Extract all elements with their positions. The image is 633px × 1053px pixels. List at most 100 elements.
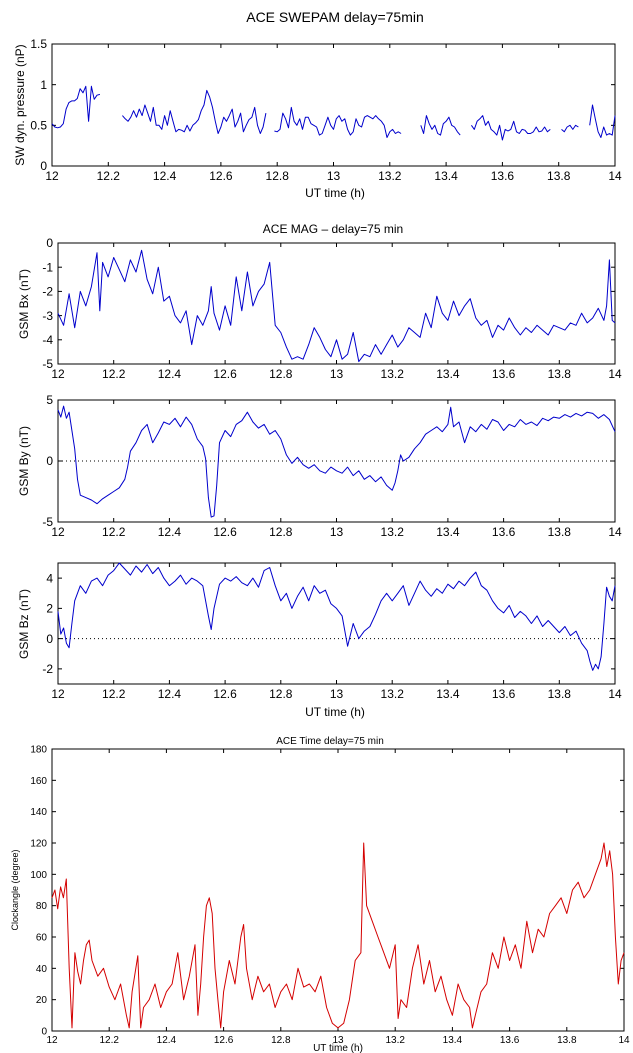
bx-x-tick-label: 12.2 (102, 367, 126, 381)
clock-title: ACE Time delay=75 min (276, 736, 384, 747)
clock-y-tick-label: 160 (30, 776, 47, 787)
by-y-tick-label: 0 (46, 454, 53, 468)
clock-x-tick-label: 13 (332, 1035, 344, 1046)
pressure-x-tick-label: 14 (608, 169, 622, 183)
clock-x-ticks: 12 12.2 12.4 12.6 12.8 13 13.2 13.4 13.6 13.8 14 (46, 749, 630, 1046)
pressure-series-line (274, 106, 402, 138)
by-x-tick-label: 12 (51, 525, 65, 539)
by-x-tick-label: 13.6 (492, 525, 516, 539)
bx-x-tick-label: 14 (608, 367, 622, 381)
clock-y-tick-label: 180 (30, 745, 47, 756)
clock-x-tick-label: 13.2 (385, 1035, 405, 1046)
bx-y-ticks: -5 -4 -3 -2 -1 0 (42, 236, 615, 371)
bx-plot-frame (57, 242, 616, 365)
pressure-y-axis-label: SW dyn. pressure (nP) (13, 44, 27, 165)
bx-x-tick-label: 13.6 (492, 367, 516, 381)
bz-x-tick-label: 13.2 (381, 687, 405, 701)
by-y-tick-label: -5 (42, 515, 53, 529)
pressure-x-tick-label: 12.2 (97, 169, 121, 183)
bx-x-tick-label: 12.8 (269, 367, 293, 381)
by-plot-frame (57, 399, 616, 523)
bz-y-tick-label: 0 (46, 632, 53, 646)
by-y-tick-label: 5 (46, 393, 53, 407)
clock-x-axis-label: UT time (h) (313, 1043, 363, 1053)
clock-y-tick-label: 120 (30, 839, 47, 850)
bz-x-tick-label: 12.4 (158, 687, 182, 701)
clock-plot-frame (51, 748, 625, 1032)
bz-y-tick-label: -2 (42, 662, 53, 676)
bz-series-line (57, 562, 616, 671)
clock-x-tick-label: 12 (46, 1035, 58, 1046)
bz-x-tick-label: 12.8 (269, 687, 293, 701)
pressure-y-tick-label: 0.5 (30, 119, 47, 133)
pressure-x-axis-label: UT time (h) (305, 186, 365, 200)
clock-series (51, 842, 625, 1029)
pressure-y-tick-label: 1.5 (30, 37, 47, 51)
pressure-series-line (420, 115, 461, 136)
bz-x-tick-label: 13.4 (436, 687, 460, 701)
clock-x-tick-label: 12.8 (271, 1035, 291, 1046)
pressure-series-line (561, 124, 579, 133)
clock-x-tick-label: 13.8 (557, 1035, 577, 1046)
clock-x-tick-label: 12.6 (214, 1035, 234, 1046)
bz-x-tick-label: 13.6 (492, 687, 516, 701)
bx-y-axis-label: GSM Bx (nT) (17, 269, 31, 339)
bx-x-tick-label: 13.2 (381, 367, 405, 381)
bz-x-tick-label: 14 (608, 687, 622, 701)
by-x-tick-label: 12.4 (158, 525, 182, 539)
pressure-series (51, 85, 616, 141)
pressure-x-tick-label: 13.2 (378, 169, 402, 183)
clock-x-tick-label: 12.4 (157, 1035, 177, 1046)
pressure-series-line (122, 89, 267, 134)
bz-x-tick-label: 12.6 (213, 687, 237, 701)
by-panel: -5 0 5 12 12.2 12.4 12.6 12.8 13 13.2 13.4 13.6 13.… (17, 393, 622, 539)
by-x-tick-label: 13 (330, 525, 344, 539)
clock-y-tick-label: 80 (36, 901, 48, 912)
pressure-x-tick-label: 12.6 (209, 169, 233, 183)
bx-x-tick-label: 13.8 (548, 367, 572, 381)
by-x-tick-label: 14 (608, 525, 622, 539)
by-x-tick-label: 12.8 (269, 525, 293, 539)
by-series-line (57, 405, 616, 518)
bx-title: ACE MAG – delay=75 min (263, 222, 403, 236)
bx-x-tick-label: 13.4 (436, 367, 460, 381)
by-x-tick-label: 12.2 (102, 525, 126, 539)
by-y-ticks: -5 0 5 (42, 393, 615, 529)
by-y-axis-label: GSM By (nT) (17, 426, 31, 496)
clock-y-tick-label: 140 (30, 807, 47, 818)
pressure-panel: ACE SWEPAM delay=75min 00.511.5 12 12.2 12… (13, 9, 622, 200)
bz-x-tick-label: 12.2 (102, 687, 126, 701)
clock-y-tick-label: 60 (36, 933, 48, 944)
by-x-tick-label: 13.8 (548, 525, 572, 539)
bx-y-tick-label: -5 (42, 357, 53, 371)
clock-y-ticks: 0 20 40 60 80 100 120 140 160 180 (30, 745, 624, 1038)
clock-y-tick-label: 100 (30, 870, 47, 881)
bz-y-tick-label: 4 (46, 571, 53, 585)
pressure-y-ticks: 0 0.5 1 1.5 (30, 37, 615, 173)
bx-x-tick-label: 12.4 (158, 367, 182, 381)
clock-x-tick-label: 13.4 (443, 1035, 463, 1046)
pressure-x-tick-label: 12.8 (266, 169, 290, 183)
bx-y-tick-label: -4 (42, 333, 53, 347)
bx-series (57, 249, 616, 363)
pressure-x-tick-label: 13.8 (547, 169, 571, 183)
pressure-x-tick-label: 12.4 (153, 169, 177, 183)
pressure-plot-frame (51, 43, 616, 167)
bz-y-axis-label: GSM Bz (nT) (17, 589, 31, 659)
bz-x-tick-label: 12 (51, 687, 65, 701)
pressure-series-line (470, 115, 551, 141)
bx-x-tick-label: 12.6 (213, 367, 237, 381)
bz-series (57, 562, 616, 671)
pressure-title: ACE SWEPAM delay=75min (246, 9, 424, 25)
by-x-tick-label: 12.6 (213, 525, 237, 539)
bx-series-line (57, 249, 616, 363)
bx-panel: ACE MAG – delay=75 min -5 -4 -3 -2 -1 0 12 12.… (17, 222, 622, 381)
by-series (57, 405, 616, 518)
pressure-y-tick-label: 1 (40, 78, 47, 92)
clock-x-tick-label: 14 (618, 1035, 630, 1046)
pressure-x-ticks: 12 12.2 12.4 12.6 12.8 13 13.2 13.4 13.6 13.8 14 (45, 44, 622, 183)
bx-y-tick-label: -3 (42, 309, 53, 323)
bz-panel: -2 0 2 4 12 12.2 12.4 12.6 12.8 13 13.2 13.4 13.6 13… (17, 562, 622, 719)
bx-y-tick-label: -2 (42, 285, 53, 299)
